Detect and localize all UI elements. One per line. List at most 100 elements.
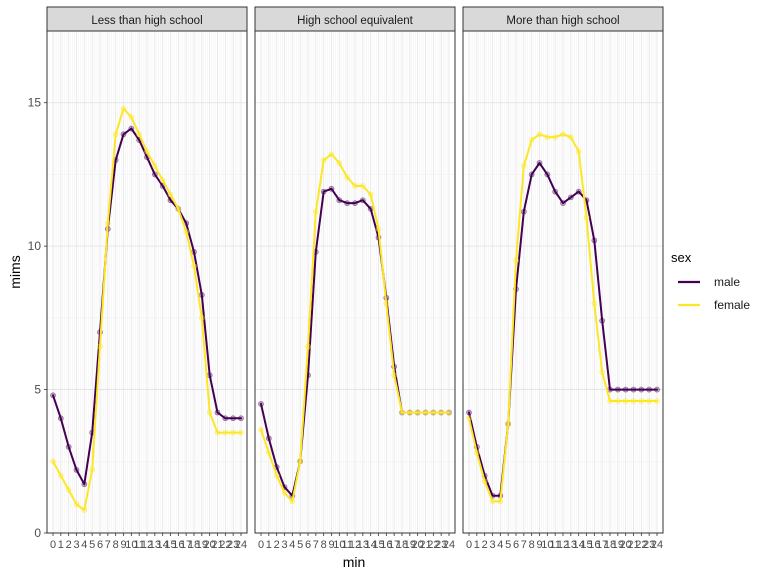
data-point-female [607,398,613,404]
data-point-female [112,131,119,138]
data-point-male [65,444,72,450]
y-tick-label: 15 [28,96,42,110]
data-point-male [57,415,64,422]
data-point-male [646,386,653,393]
data-point-female [406,409,413,416]
x-tick-label: 1 [474,539,480,551]
data-point-male [120,131,127,138]
x-tick-label: 2 [274,539,280,551]
x-tick-label: 10 [333,539,345,551]
x-tick-label: 7 [105,539,111,551]
data-point-female [375,226,382,232]
x-tick-label: 14 [573,539,585,551]
data-point-male [352,200,358,207]
x-tick-label: 9 [536,539,542,551]
x-tick-label: 7 [521,539,527,551]
x-tick-label: 14 [365,539,377,551]
x-tick-label: 19 [196,539,208,551]
data-point-female [120,105,127,112]
x-tick-label: 22 [427,539,439,551]
data-point-male [128,125,135,132]
series-line-female [52,107,242,512]
x-tick-label: 21 [419,539,431,551]
x-tick-label: 0 [50,539,56,551]
x-tick-label: 5 [505,539,511,551]
x-tick-label: 20 [620,539,632,551]
data-point-male [367,205,374,212]
x-tick-label: 16 [588,539,600,551]
facet-strip-label: More than high school [506,15,619,27]
data-point-female [230,429,237,436]
x-tick-label: 22 [635,539,647,551]
data-point-female [567,134,574,141]
data-point-male [466,409,472,416]
data-point-male [567,194,574,201]
data-point-male [344,200,351,207]
x-tick-label: 6 [305,539,311,551]
facet-strip-label: High school equivalent [297,15,414,27]
x-tick-label: 10 [125,539,137,551]
facet-strip [462,6,664,32]
y-tick-label: 0 [34,526,41,540]
data-point-female [438,409,445,416]
data-point-female [544,134,551,141]
data-point-female [344,174,351,181]
data-point-female [273,472,280,479]
x-tick-label: 13 [149,539,161,551]
data-point-female [591,300,598,307]
data-point-female [481,478,488,485]
data-point-female [206,409,213,416]
x-tick-label: 21 [211,539,223,551]
data-point-female [359,183,366,189]
x-tick-label: 18 [188,539,200,551]
x-tick-label: 4 [81,539,87,551]
data-point-female [575,148,582,155]
legend-label-female: female [714,298,750,312]
x-tick-label: 4 [497,539,503,551]
x-tick-label: 17 [180,539,192,551]
data-point-male [359,197,366,204]
data-point-female [560,131,566,138]
x-tick-label: 0 [258,539,264,551]
data-point-female [466,415,472,422]
x-tick-label: 2 [66,539,72,551]
data-point-male [265,435,272,442]
data-point-male [528,171,535,178]
x-tick-label: 16 [172,539,184,551]
data-point-female [183,228,190,235]
data-point-male [536,160,543,166]
data-point-male [320,188,327,195]
x-tick-label: 15 [580,539,592,551]
data-point-female [191,263,197,270]
data-point-male [614,386,621,393]
facet-strip [254,6,456,32]
data-point-female [399,409,405,416]
x-tick-label: 13 [357,539,369,551]
x-tick-label: 3 [489,539,495,551]
data-point-female [297,458,304,465]
x-tick-label: 8 [113,539,119,551]
data-point-female [81,507,88,513]
data-point-female [222,429,229,436]
data-point-female [599,369,606,376]
data-point-male [560,200,566,207]
data-point-female [328,151,335,158]
data-point-female [383,300,390,307]
data-point-female [473,449,480,456]
series-line-male [52,127,242,486]
x-tick-label: 24 [651,539,663,551]
data-point-female [505,421,512,427]
x-tick-label: 19 [612,539,624,551]
data-point-male [73,466,80,473]
x-tick-label: 18 [396,539,408,551]
x-tick-label: 11 [549,539,560,551]
data-point-female [175,205,182,212]
x-tick-label: 6 [97,539,103,551]
data-point-female [630,398,637,404]
data-point-female [536,131,543,138]
x-tick-label: 11 [341,539,352,551]
x-tick-label: 5 [297,539,303,551]
x-tick-label: 1 [58,539,64,551]
